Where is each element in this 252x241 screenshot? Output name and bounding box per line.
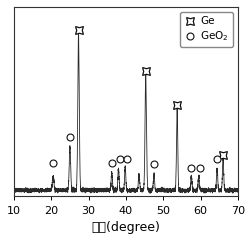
X-axis label: 角度(degree): 角度(degree) (91, 221, 161, 234)
Legend: Ge, GeO$_2$: Ge, GeO$_2$ (180, 12, 233, 47)
